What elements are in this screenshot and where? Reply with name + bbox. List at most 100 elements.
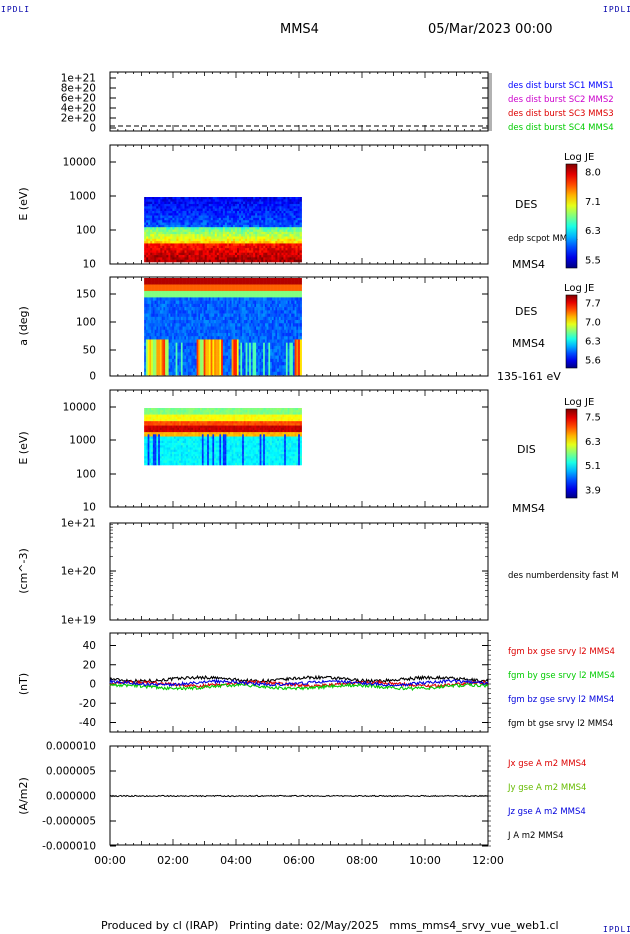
spectrogram-cell: [273, 320, 276, 324]
spectrogram-cell: [259, 220, 262, 223]
spectrogram-cell: [210, 342, 213, 347]
spectrogram-cell: [180, 316, 183, 321]
spectrogram-cell: [263, 213, 266, 216]
spectrogram-cell: [151, 287, 154, 292]
spectrogram-cell: [282, 339, 285, 343]
spectrogram-cell: [196, 210, 199, 214]
spectrogram-cell: [229, 355, 232, 360]
spectrogram-cell: [152, 222, 155, 226]
spectrogram-cell: [283, 224, 286, 228]
spectrogram-cell: [176, 203, 179, 207]
spectrogram-cell: [278, 326, 281, 331]
spectrogram-cell: [156, 358, 159, 363]
spectrogram-cell: [145, 352, 148, 356]
spectrogram-cell: [273, 316, 276, 321]
spectrogram-cell: [208, 303, 211, 308]
spectrogram-cell: [280, 355, 283, 360]
spectrogram-cell: [222, 307, 225, 311]
spectrogram-cell: [147, 339, 150, 343]
spectrogram-cell: [217, 355, 220, 360]
spectrogram-cell: [212, 358, 215, 363]
spectrogram-cell: [243, 199, 246, 202]
spectrogram-cell: [230, 203, 234, 207]
spectrogram-cell: [164, 255, 167, 258]
spectrogram-cell: [297, 245, 300, 249]
spectrogram-cell: [240, 345, 243, 350]
spectrogram-cell: [264, 320, 267, 324]
spectrogram-cell: [279, 224, 282, 228]
spectrogram-cell: [254, 332, 257, 337]
spectrogram-cell: [182, 229, 185, 233]
spectrogram-cell: [159, 345, 162, 350]
spectrogram-cell: [170, 227, 173, 230]
spectrogram-cell: [243, 222, 246, 226]
spectrogram-cell: [207, 297, 210, 301]
spectrogram-cell: [247, 197, 250, 200]
spectrogram-cell: [222, 250, 226, 254]
spectrogram-cell: [176, 257, 179, 260]
spectrogram-cell: [229, 339, 232, 343]
spectrogram-cell: [255, 229, 258, 233]
spectrogram-cell: [277, 227, 280, 230]
spectrogram-cell: [191, 294, 194, 298]
spectrogram-cell: [247, 365, 250, 369]
spectrogram-cell: [212, 345, 215, 350]
spectrogram-cell: [212, 294, 215, 298]
spectrogram-cell: [239, 245, 242, 249]
spectrogram-cell: [243, 287, 246, 292]
spectrogram-cell: [208, 217, 212, 221]
spectrogram-cell: [148, 206, 151, 209]
spectrogram-cell: [245, 215, 248, 219]
spectrogram-cell: [245, 358, 248, 363]
spectrogram-cell: [147, 297, 150, 301]
spectrogram-cell: [182, 342, 185, 347]
spectrogram-cell: [240, 313, 243, 318]
spectrogram-cell: [184, 300, 187, 305]
spectrogram-cell: [215, 320, 218, 324]
spectrogram-cell: [150, 248, 153, 251]
spectrogram-cell: [299, 259, 302, 263]
spectrogram-cell: [273, 355, 276, 360]
spectrogram-cell: [212, 287, 215, 292]
spectrogram-cell: [198, 300, 201, 305]
spectrogram-cell: [273, 371, 276, 376]
spectrogram-cell: [226, 248, 230, 251]
spectrogram-cell: [253, 197, 256, 200]
spectrogram-cell: [198, 297, 201, 301]
spectrogram-cell: [283, 229, 286, 233]
spectrogram-cell: [257, 199, 260, 202]
spectrogram-cell: [265, 215, 268, 219]
spectrogram-cell: [200, 278, 203, 282]
spectrogram-cell: [254, 287, 257, 292]
spectrogram-cell: [263, 287, 266, 292]
spectrogram-cell: [158, 326, 161, 331]
spectrogram-cell: [278, 352, 281, 356]
spectrogram-cell: [220, 252, 224, 256]
spectrogram-cell: [222, 227, 226, 230]
spectrogram-cell: [180, 284, 183, 288]
spectrogram-cell: [247, 320, 250, 324]
spectrogram-cell: [189, 278, 192, 282]
spectrogram-cell: [256, 300, 259, 305]
spectrogram-cell: [218, 248, 222, 251]
spectrogram-cell: [172, 329, 175, 334]
spectrogram-cell: [203, 358, 206, 363]
spectrogram-cell: [205, 365, 208, 369]
spectrogram-cell: [187, 313, 190, 318]
spectrogram-cell: [269, 255, 272, 258]
spectrogram-cell: [151, 316, 154, 321]
spectrogram-cell: [182, 290, 185, 295]
spectrogram-cell: [156, 243, 159, 247]
spectrogram-cell: [184, 362, 187, 366]
spectrogram-cell: [179, 332, 182, 337]
spectrogram-cell: [156, 229, 159, 233]
spectrogram-cell: [278, 284, 281, 288]
spectrogram-cell: [196, 252, 199, 256]
spectrogram-cell: [245, 320, 248, 324]
spectrogram-cell: [200, 234, 203, 237]
spectrogram-cell: [152, 234, 155, 237]
spectrogram-cell: [152, 201, 155, 205]
spectrogram-cell: [282, 316, 285, 321]
spectrogram-cell: [200, 368, 203, 373]
spectrogram-cell: [219, 362, 222, 366]
